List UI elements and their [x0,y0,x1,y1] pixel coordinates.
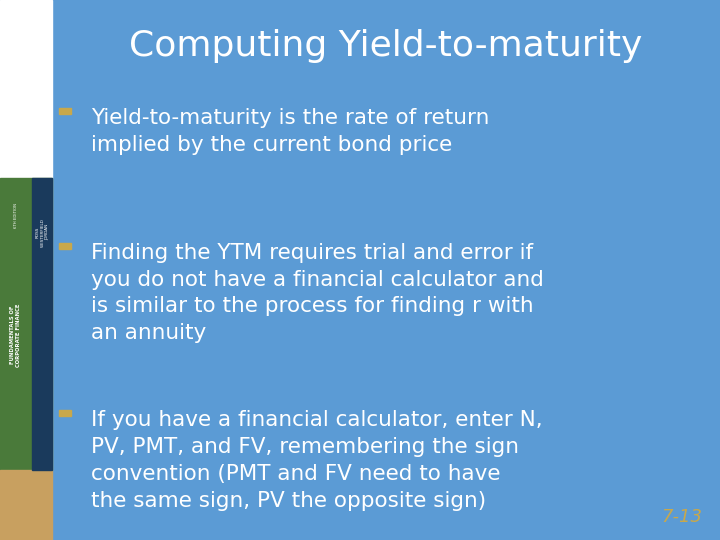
Bar [59,410,71,416]
Text: ROSS
WESTERFIELD
JORDAN: ROSS WESTERFIELD JORDAN [35,218,50,247]
Text: FUNDAMENTALS OF
CORPORATE FINANCE: FUNDAMENTALS OF CORPORATE FINANCE [10,303,21,367]
Text: Finding the YTM requires trial and error if
you do not have a financial calculat: Finding the YTM requires trial and error… [91,243,544,343]
Bar [0,178,52,470]
Bar [0,470,52,540]
Text: Yield-to-maturity is the rate of return
implied by the current bond price: Yield-to-maturity is the rate of return … [91,108,490,155]
Text: Computing Yield-to-maturity: Computing Yield-to-maturity [128,29,642,63]
Bar [32,178,52,470]
Bar [59,242,71,248]
Text: 6TH EDITION: 6TH EDITION [14,204,17,228]
Bar [0,0,52,470]
Text: 7-13: 7-13 [661,509,702,526]
Bar [59,107,71,113]
Text: If you have a financial calculator, enter N,
PV, PMT, and FV, remembering the si: If you have a financial calculator, ente… [91,410,543,510]
